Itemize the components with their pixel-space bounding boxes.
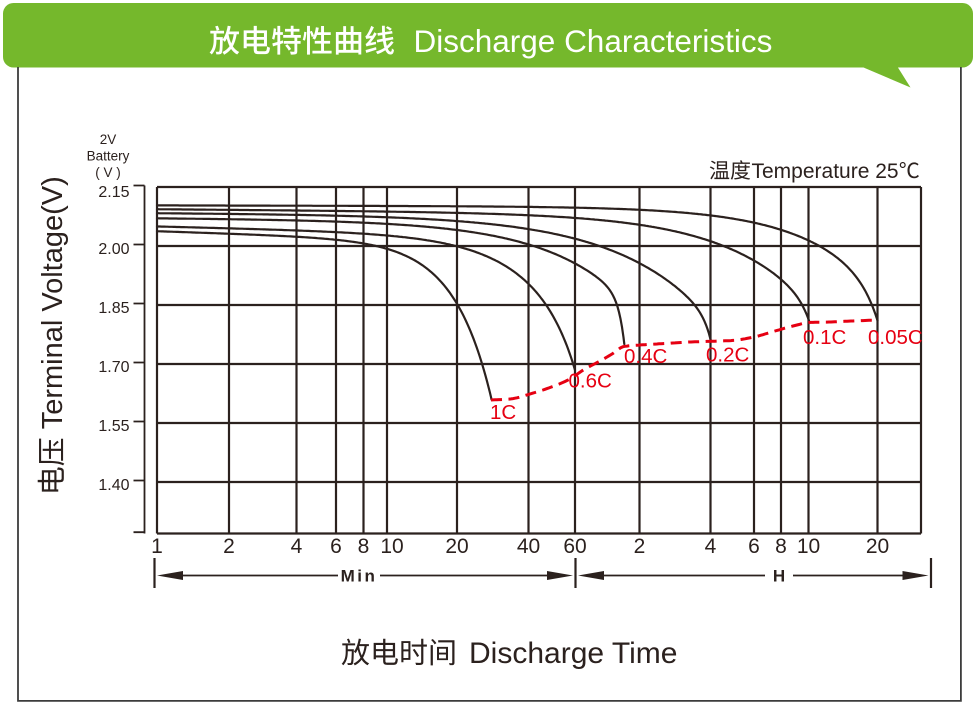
svg-text:1.40: 1.40: [98, 477, 129, 494]
svg-text:4: 4: [705, 535, 717, 558]
svg-text:Temperature 25: Temperature 25: [752, 160, 899, 183]
svg-text:20: 20: [866, 535, 889, 558]
svg-text:40: 40: [517, 535, 540, 558]
svg-text:60: 60: [563, 535, 586, 558]
svg-text:2: 2: [223, 535, 235, 558]
svg-text:10: 10: [797, 535, 820, 558]
svg-text:6: 6: [748, 535, 760, 558]
svg-text:1.70: 1.70: [98, 359, 129, 376]
svg-text:2V: 2V: [100, 132, 117, 147]
svg-text:6: 6: [330, 535, 342, 558]
svg-text:1C: 1C: [490, 401, 516, 424]
svg-text:Discharge Characteristics: Discharge Characteristics: [414, 23, 773, 59]
svg-text:1.55: 1.55: [98, 418, 129, 435]
svg-text:Terminal Voltage(V): Terminal Voltage(V): [37, 176, 69, 429]
svg-text:8: 8: [358, 535, 370, 558]
svg-text:20: 20: [445, 535, 468, 558]
svg-text:2.00: 2.00: [98, 241, 129, 258]
svg-text:2: 2: [634, 535, 646, 558]
svg-text:0.05C: 0.05C: [868, 326, 923, 349]
svg-text:0.6C: 0.6C: [569, 370, 612, 393]
svg-text:Min: Min: [341, 567, 378, 586]
svg-text:2.15: 2.15: [98, 184, 129, 201]
svg-text:1.85: 1.85: [98, 300, 129, 317]
svg-text:0.1C: 0.1C: [803, 326, 846, 349]
svg-text:( V ): ( V ): [95, 165, 121, 180]
svg-text:Battery: Battery: [87, 149, 130, 164]
svg-text:0.4C: 0.4C: [624, 345, 667, 368]
svg-text:Discharge Time: Discharge Time: [469, 637, 677, 670]
svg-text:4: 4: [291, 535, 303, 558]
svg-text:H: H: [773, 567, 785, 586]
svg-text:10: 10: [380, 535, 403, 558]
svg-text:8: 8: [775, 535, 787, 558]
svg-text:1: 1: [151, 535, 163, 558]
svg-text:0.2C: 0.2C: [706, 344, 749, 367]
